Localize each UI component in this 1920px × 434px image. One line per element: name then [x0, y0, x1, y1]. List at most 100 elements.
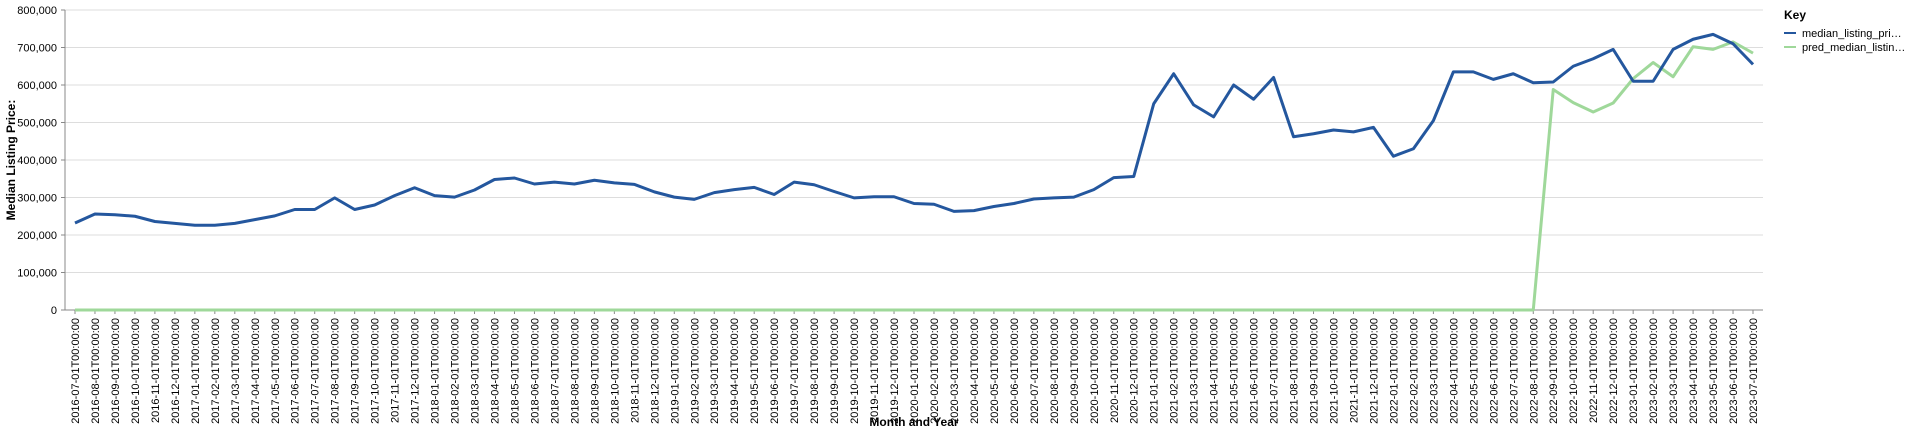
x-tick-label: 2022-10-01T00:00:00: [1568, 318, 1580, 424]
x-tick-label: 2022-04-01T00:00:00: [1448, 318, 1460, 424]
x-tick-label: 2022-09-01T00:00:00: [1548, 318, 1560, 424]
x-tick-label: 2021-06-01T00:00:00: [1249, 318, 1261, 424]
y-tick-label: 400,000: [17, 155, 57, 167]
x-tick-label: 2017-04-01T00:00:00: [250, 318, 262, 424]
x-tick-label: 2018-01-01T00:00:00: [430, 318, 442, 424]
x-tick-label: 2018-04-01T00:00:00: [489, 318, 501, 424]
x-tick-label: 2018-02-01T00:00:00: [450, 318, 462, 424]
x-tick-label: 2021-07-01T00:00:00: [1269, 318, 1281, 424]
y-tick-label: 700,000: [17, 43, 57, 55]
x-tick-label: 2020-11-01T00:00:00: [1109, 318, 1121, 423]
x-tick-label: 2023-02-01T00:00:00: [1648, 318, 1660, 424]
x-tick-label: 2022-11-01T00:00:00: [1588, 318, 1600, 423]
x-tick-label: 2021-05-01T00:00:00: [1229, 318, 1241, 424]
x-tick-label: 2019-07-01T00:00:00: [789, 318, 801, 424]
y-tick-label: 100,000: [17, 268, 57, 280]
x-tick-label: 2020-06-01T00:00:00: [1009, 318, 1021, 424]
x-tick-label: 2016-08-01T00:00:00: [90, 318, 102, 424]
x-tick-label: 2016-07-01T00:00:00: [70, 318, 82, 424]
x-tick-label: 2020-07-01T00:00:00: [1029, 318, 1041, 424]
x-tick-label: 2018-08-01T00:00:00: [569, 318, 581, 424]
x-tick-label: 2016-11-01T00:00:00: [150, 318, 162, 423]
x-tick-label: 2016-12-01T00:00:00: [170, 318, 182, 424]
x-tick-label: 2021-01-01T00:00:00: [1149, 318, 1161, 424]
x-tick-label: 2018-06-01T00:00:00: [529, 318, 541, 424]
x-tick-label: 2019-03-01T00:00:00: [709, 318, 721, 424]
x-tick-label: 2019-08-01T00:00:00: [809, 318, 821, 424]
legend-title: Key: [1784, 8, 1806, 22]
x-tick-label: 2017-01-01T00:00:00: [190, 318, 202, 424]
x-tick-label: 2021-04-01T00:00:00: [1209, 318, 1221, 424]
x-tick-label: 2023-06-01T00:00:00: [1728, 318, 1740, 424]
x-tick-label: 2018-11-01T00:00:00: [629, 318, 641, 423]
x-tick-label: 2019-02-01T00:00:00: [689, 318, 701, 424]
x-tick-label: 2023-05-01T00:00:00: [1708, 318, 1720, 424]
x-tick-label: 2021-03-01T00:00:00: [1189, 318, 1201, 424]
x-tick-label: 2017-12-01T00:00:00: [410, 318, 422, 424]
x-tick-label: 2016-09-01T00:00:00: [110, 318, 122, 424]
x-tick-label: 2019-05-01T00:00:00: [749, 318, 761, 424]
x-tick-label: 2021-10-01T00:00:00: [1329, 318, 1341, 424]
x-tick-label: 2023-07-01T00:00:00: [1748, 318, 1760, 424]
x-tick-label: 2022-03-01T00:00:00: [1428, 318, 1440, 424]
x-tick-label: 2020-02-01T00:00:00: [929, 318, 941, 424]
x-tick-label: 2020-09-01T00:00:00: [1069, 318, 1081, 424]
x-tick-label: 2023-03-01T00:00:00: [1668, 318, 1680, 424]
y-tick-label: 600,000: [17, 80, 57, 92]
y-tick-label: 0: [51, 305, 57, 317]
x-tick-label: 2020-10-01T00:00:00: [1089, 318, 1101, 424]
x-tick-label: 2022-07-01T00:00:00: [1508, 318, 1520, 424]
legend-label: median_listing_pri…: [1802, 28, 1902, 40]
x-tick-label: 2019-12-01T00:00:00: [889, 318, 901, 424]
x-tick-label: 2019-01-01T00:00:00: [669, 318, 681, 424]
y-tick-label: 200,000: [17, 230, 57, 242]
x-tick-label: 2021-02-01T00:00:00: [1169, 318, 1181, 424]
x-tick-label: 2019-04-01T00:00:00: [729, 318, 741, 424]
x-tick-label: 2020-12-01T00:00:00: [1129, 318, 1141, 424]
x-tick-label: 2021-11-01T00:00:00: [1348, 318, 1360, 423]
x-tick-label: 2022-05-01T00:00:00: [1468, 318, 1480, 424]
x-tick-label: 2017-06-01T00:00:00: [290, 318, 302, 424]
x-tick-label: 2017-03-01T00:00:00: [230, 318, 242, 424]
x-tick-label: 2016-10-01T00:00:00: [130, 318, 142, 424]
x-tick-label: 2021-09-01T00:00:00: [1309, 318, 1321, 424]
x-tick-label: 2018-10-01T00:00:00: [609, 318, 621, 424]
x-tick-label: 2017-10-01T00:00:00: [370, 318, 382, 424]
x-tick-label: 2018-07-01T00:00:00: [549, 318, 561, 424]
x-tick-label: 2018-09-01T00:00:00: [589, 318, 601, 424]
x-tick-label: 2017-08-01T00:00:00: [330, 318, 342, 424]
x-tick-label: 2020-05-01T00:00:00: [989, 318, 1001, 424]
x-tick-label: 2023-04-01T00:00:00: [1688, 318, 1700, 424]
x-tick-label: 2023-01-01T00:00:00: [1628, 318, 1640, 424]
series-line: [74, 40, 1754, 312]
x-tick-label: 2018-12-01T00:00:00: [649, 318, 661, 424]
x-tick-label: 2020-08-01T00:00:00: [1049, 318, 1061, 424]
x-tick-label: 2022-08-01T00:00:00: [1528, 318, 1540, 424]
y-tick-label: 500,000: [17, 118, 57, 130]
x-tick-label: 2020-03-01T00:00:00: [949, 318, 961, 424]
x-tick-label: 2018-03-01T00:00:00: [470, 318, 482, 424]
series-line: [74, 32, 1755, 227]
x-tick-label: 2019-06-01T00:00:00: [769, 318, 781, 424]
x-tick-label: 2019-10-01T00:00:00: [849, 318, 861, 424]
x-tick-label: 2017-07-01T00:00:00: [310, 318, 322, 424]
y-tick-label: 800,000: [17, 5, 57, 17]
x-tick-label: 2022-01-01T00:00:00: [1388, 318, 1400, 424]
y-tick-label: 300,000: [17, 193, 57, 205]
x-tick-label: 2021-12-01T00:00:00: [1368, 318, 1380, 424]
x-tick-label: 2022-02-01T00:00:00: [1408, 318, 1420, 424]
x-tick-label: 2020-04-01T00:00:00: [969, 318, 981, 424]
x-tick-label: 2020-01-01T00:00:00: [909, 318, 921, 424]
x-tick-label: 2021-08-01T00:00:00: [1289, 318, 1301, 424]
x-tick-label: 2018-05-01T00:00:00: [509, 318, 521, 424]
x-tick-label: 2017-02-01T00:00:00: [210, 318, 222, 424]
x-tick-label: 2019-09-01T00:00:00: [829, 318, 841, 424]
x-tick-label: 2017-05-01T00:00:00: [270, 318, 282, 424]
x-tick-label: 2019-11-01T00:00:00: [869, 318, 881, 423]
x-tick-label: 2017-09-01T00:00:00: [350, 318, 362, 424]
legend-label: pred_median_listin…: [1802, 42, 1905, 54]
x-tick-label: 2017-11-01T00:00:00: [390, 318, 402, 423]
x-tick-label: 2022-06-01T00:00:00: [1488, 318, 1500, 424]
x-tick-label: 2022-12-01T00:00:00: [1608, 318, 1620, 424]
